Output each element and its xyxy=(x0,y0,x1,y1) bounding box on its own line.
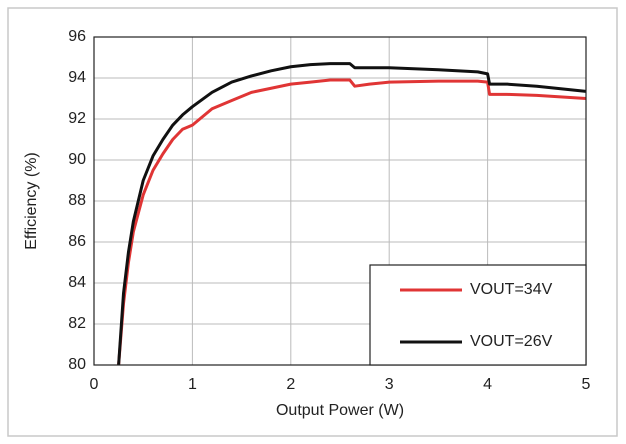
series-line xyxy=(117,62,587,366)
y-tick-label: 84 xyxy=(68,274,86,291)
y-tick-label: 90 xyxy=(68,151,86,168)
plot-border xyxy=(93,36,587,366)
y-axis-title: Efficiency (%) xyxy=(23,152,40,250)
x-tick-label: 1 xyxy=(188,376,197,393)
x-tick-label: 5 xyxy=(582,376,591,393)
x-tick-label: 2 xyxy=(286,376,295,393)
y-tick-label: 88 xyxy=(68,192,86,209)
y-tick-label: 92 xyxy=(68,110,86,127)
series-line xyxy=(117,78,587,366)
legend-label: VOUT=34V xyxy=(470,281,553,298)
frame xyxy=(7,7,618,437)
lines xyxy=(117,62,587,366)
x-tick-label: 4 xyxy=(483,376,492,393)
x-tick-label: 0 xyxy=(90,376,99,393)
legend-box xyxy=(369,264,587,366)
y-tick-label: 86 xyxy=(68,233,86,250)
x-tick-label: 3 xyxy=(385,376,394,393)
y-tick-label: 94 xyxy=(68,69,86,86)
x-axis-title: Output Power (W) xyxy=(276,402,404,419)
y-tick-label: 82 xyxy=(68,315,86,332)
y-tick-label: 96 xyxy=(68,28,86,45)
legend-label: VOUT=26V xyxy=(470,333,553,350)
y-tick-label: 80 xyxy=(68,356,86,373)
